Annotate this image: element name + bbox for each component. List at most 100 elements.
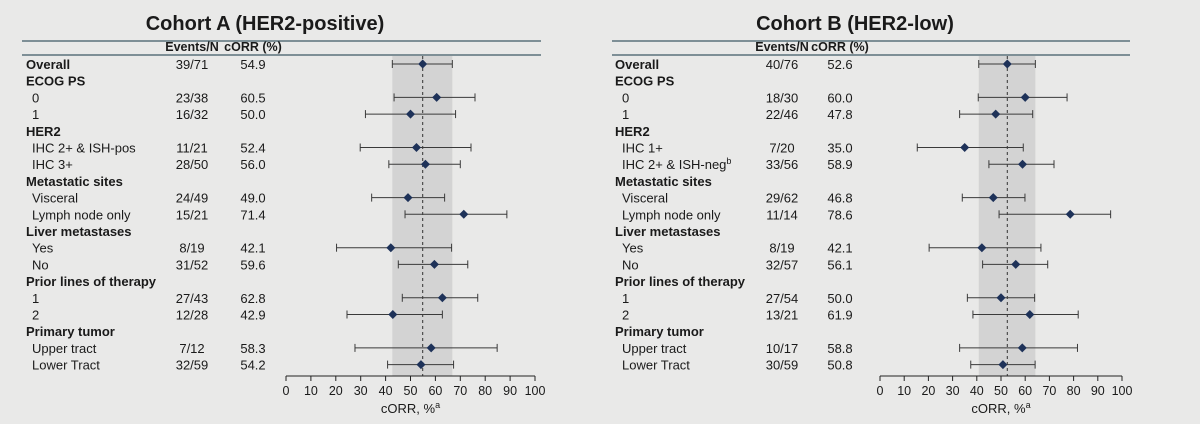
x-tick-label: 100 — [1112, 384, 1133, 398]
point-estimate-marker — [1017, 343, 1027, 353]
subgroup-header: HER2 — [615, 124, 650, 139]
corr-value: 50.8 — [827, 358, 852, 373]
corr-value: 47.8 — [827, 107, 852, 122]
subgroup-header: Prior lines of therapy — [615, 274, 746, 289]
row-label: 1 — [622, 291, 629, 306]
point-estimate-marker — [403, 193, 413, 203]
x-axis-label: cORR, %a — [971, 400, 1030, 416]
corr-value: 35.0 — [827, 141, 852, 156]
x-tick-label: 60 — [1018, 384, 1032, 398]
row-label: 0 — [622, 90, 629, 105]
row-label: Overall — [615, 57, 659, 72]
subgroup-header: Primary tumor — [26, 324, 115, 339]
point-estimate-marker — [998, 360, 1008, 370]
x-tick-label: 60 — [428, 384, 442, 398]
x-axis-label: cORR, %a — [381, 400, 440, 416]
corr-value: 49.0 — [240, 191, 265, 206]
point-estimate-marker — [429, 259, 439, 269]
row-label: IHC 2+ & ISH-pos — [32, 141, 136, 156]
events-value: 13/21 — [766, 308, 799, 323]
point-estimate-marker — [418, 59, 428, 69]
forest-panel-cohort-b: Cohort B (HER2-low) Events/N cORR (%) Overa… — [612, 13, 1132, 416]
events-value: 8/19 — [769, 241, 794, 256]
corr-value: 60.0 — [827, 90, 852, 105]
events-value: 32/57 — [766, 257, 799, 272]
forest-panel-cohort-a: Cohort A (HER2-positive) Events/N cORR (%)… — [22, 13, 545, 416]
events-column-header: Events/N — [755, 40, 809, 54]
point-estimate-marker — [437, 293, 447, 303]
events-value: 32/59 — [176, 358, 209, 373]
corr-value: 62.8 — [240, 291, 265, 306]
point-estimate-marker — [1018, 159, 1028, 169]
point-estimate-marker — [388, 310, 398, 319]
row-label: 0 — [32, 90, 39, 105]
events-value: 27/54 — [766, 291, 799, 306]
row-label: IHC 3+ — [32, 157, 73, 172]
row-label: No — [622, 257, 639, 272]
x-tick-label: 90 — [503, 384, 517, 398]
events-value: 10/17 — [766, 341, 799, 356]
events-value: 22/46 — [766, 107, 799, 122]
point-estimate-marker — [426, 343, 436, 353]
events-value: 18/30 — [766, 90, 799, 105]
corr-value: 56.0 — [240, 157, 265, 172]
row-label: IHC 1+ — [622, 141, 663, 156]
row-label: 1 — [32, 291, 39, 306]
corr-value: 54.2 — [240, 358, 265, 373]
corr-value: 58.3 — [240, 341, 265, 356]
row-label: Yes — [32, 241, 54, 256]
corr-column-header: cORR (%) — [811, 40, 869, 54]
x-tick-label: 40 — [379, 384, 393, 398]
point-estimate-marker — [459, 209, 469, 219]
corr-value: 60.5 — [240, 90, 265, 105]
events-value: 7/20 — [769, 141, 794, 156]
point-estimate-marker — [1065, 209, 1075, 219]
events-value: 11/21 — [176, 141, 208, 156]
point-estimate-marker — [420, 159, 430, 169]
row-label: Visceral — [32, 191, 78, 206]
events-value: 23/38 — [176, 90, 209, 105]
corr-value: 61.9 — [827, 308, 852, 323]
events-value: 24/49 — [176, 191, 209, 206]
corr-column-header: cORR (%) — [224, 40, 282, 54]
subgroup-header: Primary tumor — [615, 324, 704, 339]
row-label: Upper tract — [622, 341, 687, 356]
events-value: 12/28 — [176, 308, 209, 323]
subgroup-header: HER2 — [26, 124, 61, 139]
corr-value: 78.6 — [827, 207, 852, 222]
point-estimate-marker — [432, 92, 442, 102]
events-value: 8/19 — [179, 241, 204, 256]
x-tick-label: 20 — [329, 384, 343, 398]
x-tick-label: 10 — [304, 384, 318, 398]
events-value: 30/59 — [766, 358, 799, 373]
point-estimate-marker — [960, 143, 970, 152]
events-value: 39/71 — [176, 57, 209, 72]
x-tick-label: 0 — [283, 384, 290, 398]
x-tick-label: 0 — [877, 384, 884, 398]
x-tick-label: 30 — [354, 384, 368, 398]
row-label: 1 — [622, 107, 629, 122]
events-value: 33/56 — [766, 157, 799, 172]
point-estimate-marker — [1020, 92, 1030, 102]
footnote-superscript: b — [726, 156, 731, 166]
subgroup-header: Liver metastases — [26, 224, 132, 239]
x-tick-label: 30 — [946, 384, 960, 398]
point-estimate-marker — [991, 109, 1001, 119]
point-estimate-marker — [406, 109, 415, 119]
events-column-header: Events/N — [165, 40, 219, 54]
point-estimate-marker — [416, 360, 426, 370]
subgroup-header: Liver metastases — [615, 224, 721, 239]
chart-title: Cohort A (HER2-positive) — [146, 13, 385, 35]
corr-value: 42.9 — [240, 308, 265, 323]
point-estimate-marker — [988, 193, 998, 203]
point-estimate-marker — [1011, 259, 1021, 269]
events-value: 27/43 — [176, 291, 209, 306]
x-tick-label: 80 — [1067, 384, 1081, 398]
subgroup-header: ECOG PS — [26, 74, 86, 89]
events-value: 28/50 — [176, 157, 209, 172]
corr-value: 56.1 — [827, 257, 852, 272]
x-tick-label: 80 — [478, 384, 492, 398]
corr-value: 46.8 — [827, 191, 852, 206]
corr-value: 42.1 — [827, 241, 852, 256]
row-label: Overall — [26, 57, 70, 72]
